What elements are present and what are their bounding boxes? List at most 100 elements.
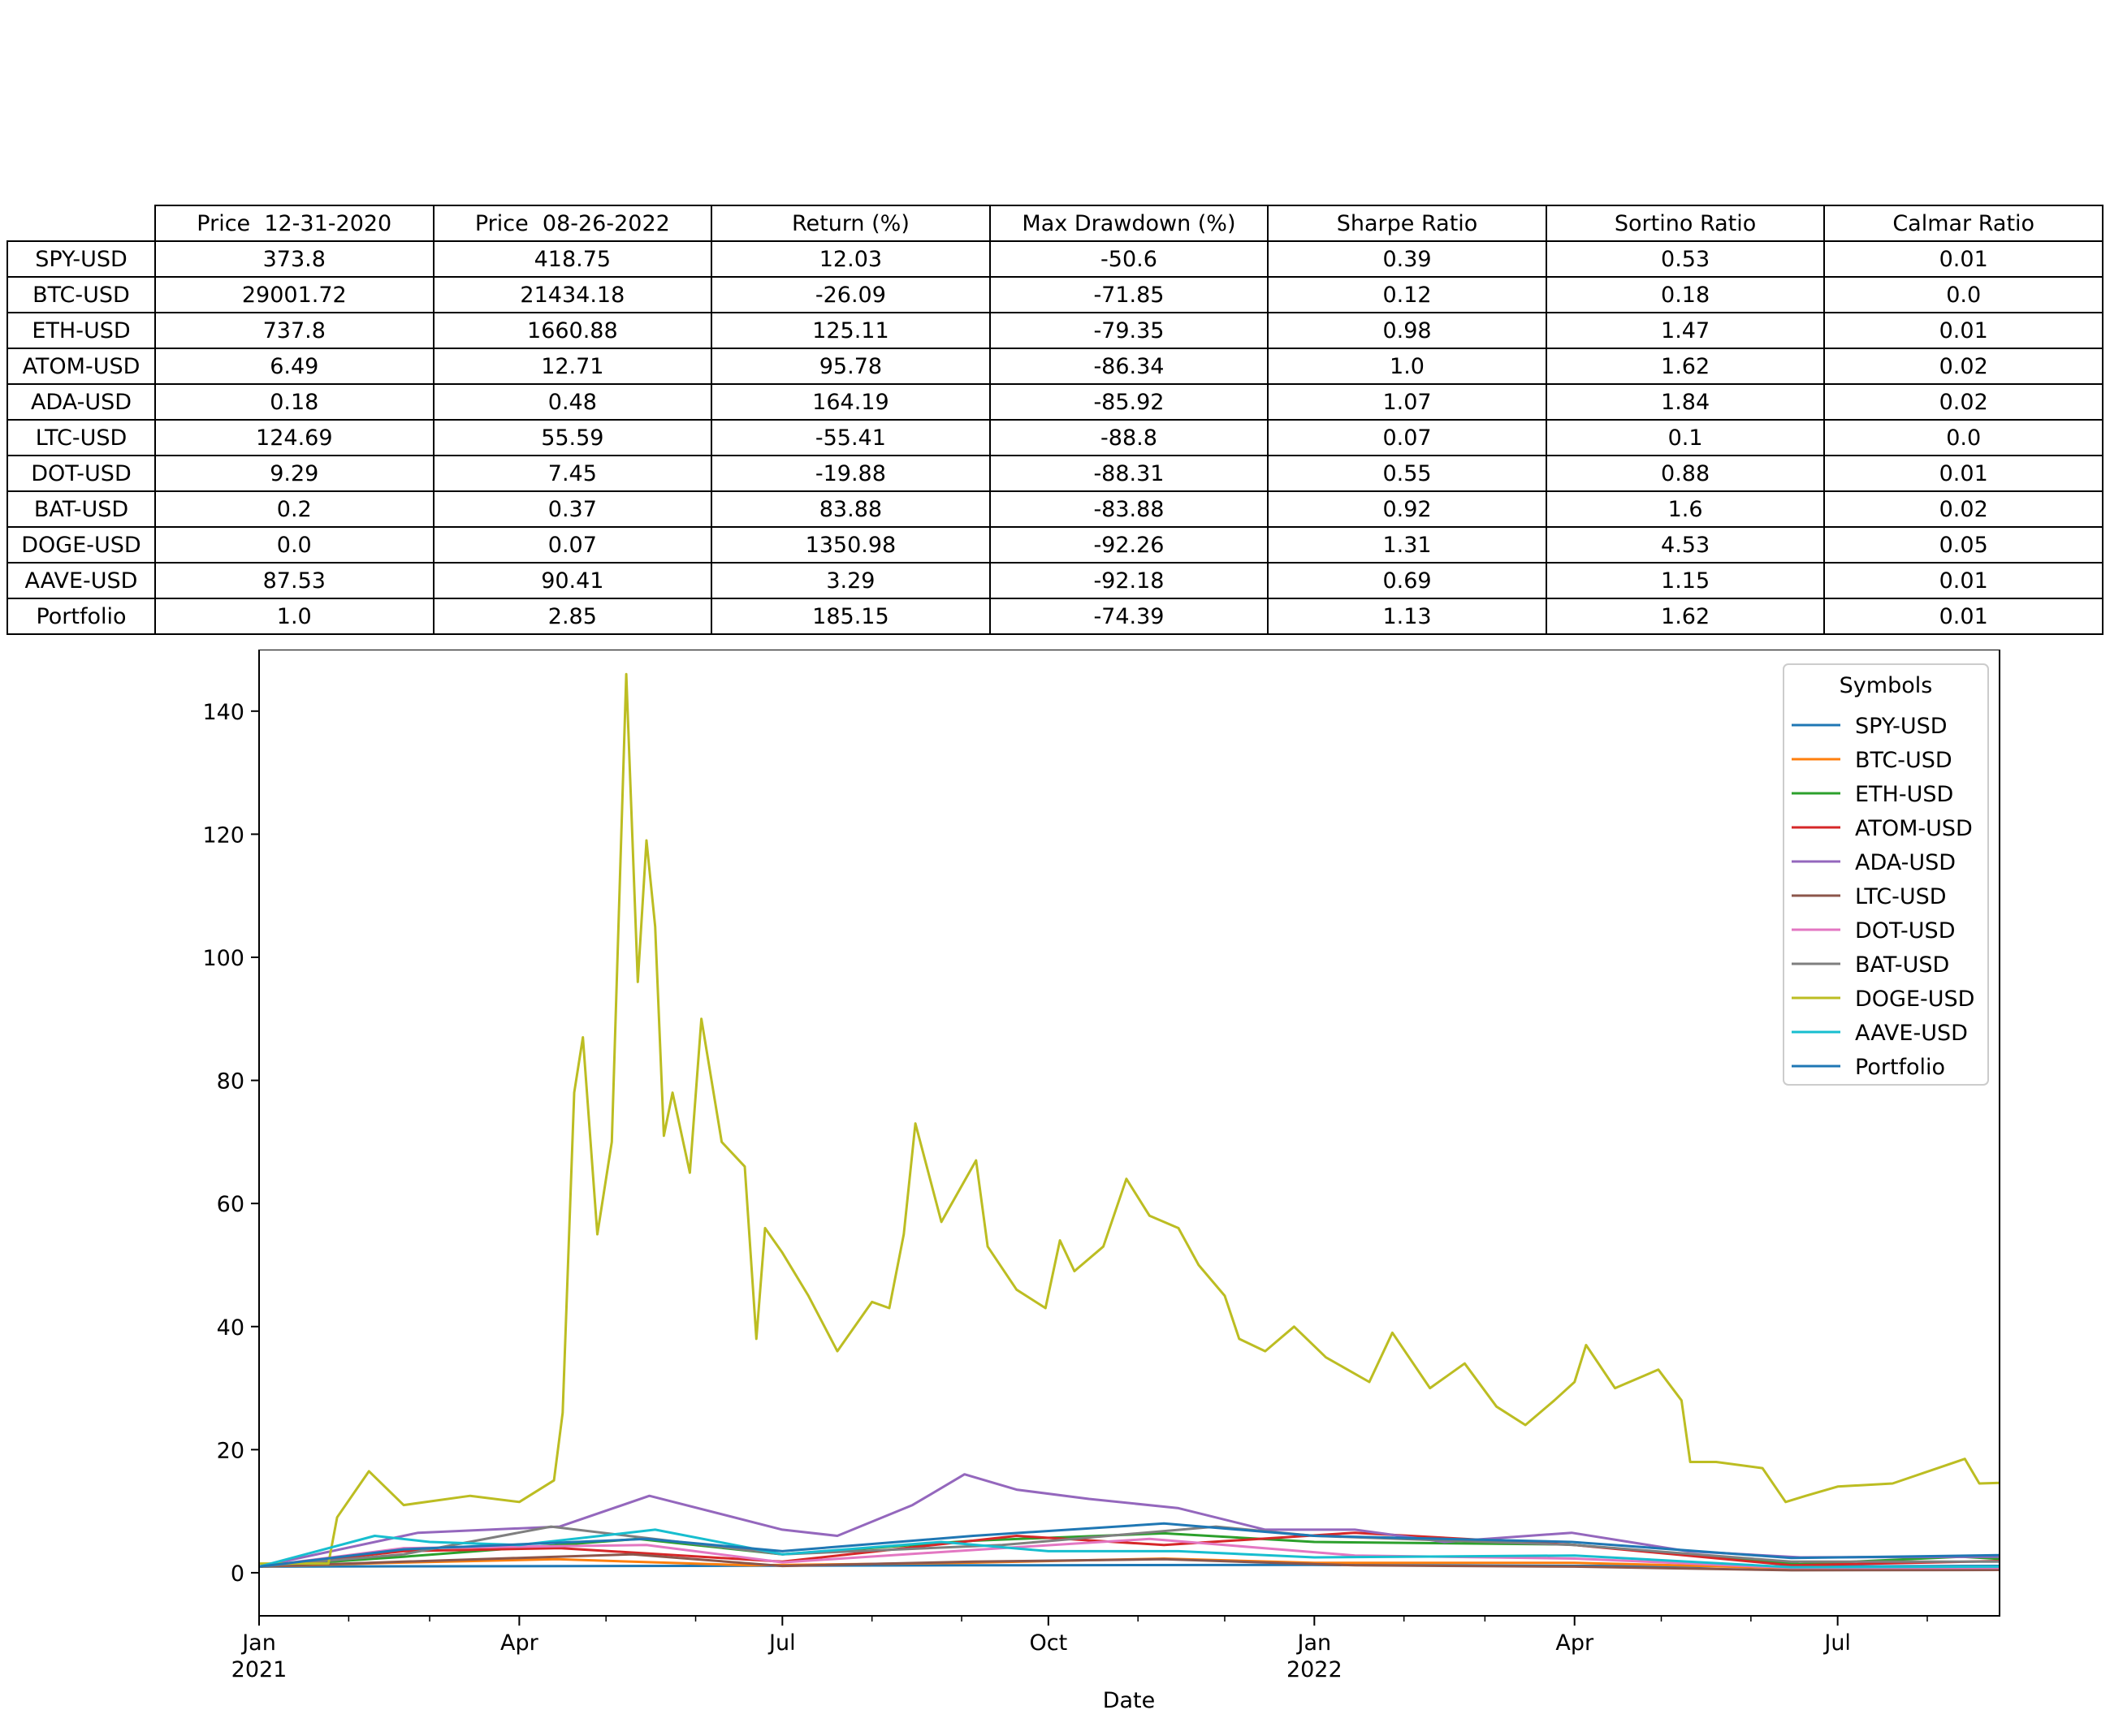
table-cell: -86.34: [988, 348, 1269, 385]
legend-label: DOGE-USD: [1855, 987, 1974, 1012]
table-cell: 1.15: [1545, 562, 1826, 599]
table-cell: 0.53: [1545, 240, 1826, 278]
table-cell: 3.29: [711, 562, 991, 599]
table-cell: 7.45: [432, 455, 713, 492]
table-cell: 0.48: [432, 383, 713, 421]
table-cell: 1.0: [154, 598, 435, 635]
legend-label: Portfolio: [1855, 1055, 1945, 1080]
table-cell: 0.0: [1823, 419, 2104, 456]
table-cell: 1.6: [1545, 490, 1826, 528]
table-cell: 0.01: [1823, 562, 2104, 599]
column-header: Sharpe Ratio: [1267, 205, 1547, 242]
table-cell: 0.18: [154, 383, 435, 421]
table-row: Portfolio 1.0 2.85 185.15 -74.39 1.13 1.62 0.01: [6, 598, 2104, 635]
table-cell: 1.62: [1545, 598, 1826, 635]
legend-label: BAT-USD: [1855, 952, 1949, 978]
table-cell: 0.12: [1267, 276, 1547, 313]
table-cell: 1.07: [1267, 383, 1547, 421]
legend-label: ATOM-USD: [1855, 816, 1973, 841]
y-tick-label: 60: [217, 1192, 244, 1217]
row-label: BAT-USD: [6, 490, 156, 528]
table-cell: 21434.18: [432, 276, 713, 313]
table-cell: -88.31: [988, 455, 1269, 492]
x-tick-year-label: 2021: [231, 1657, 288, 1682]
legend-label: LTC-USD: [1855, 884, 1947, 909]
series-line-dot-usd: [258, 1537, 2000, 1570]
row-label: BTC-USD: [6, 276, 156, 313]
series-line-portfolio: [258, 1522, 2000, 1568]
x-tick-year-label: 2022: [1286, 1657, 1343, 1682]
row-label: LTC-USD: [6, 419, 156, 456]
series-line-ada-usd: [258, 1473, 2000, 1568]
table-cell: 164.19: [711, 383, 991, 421]
row-label: ADA-USD: [6, 383, 156, 421]
table-cell: 95.78: [711, 348, 991, 385]
legend-label: AAVE-USD: [1855, 1021, 1968, 1046]
series-line-bat-usd: [258, 1525, 2000, 1568]
row-label: SPY-USD: [6, 240, 156, 278]
table-cell: -79.35: [988, 312, 1269, 349]
table-cell: 0.02: [1823, 383, 2104, 421]
table-cell: -50.6: [988, 240, 1269, 278]
table-cell: 737.8: [154, 312, 435, 349]
y-tick-label: 80: [217, 1069, 244, 1095]
row-label: AAVE-USD: [6, 562, 156, 599]
table-cell: 124.69: [154, 419, 435, 456]
row-label: ETH-USD: [6, 312, 156, 349]
table-cell: 0.02: [1823, 348, 2104, 385]
column-header: Max Drawdown (%): [988, 205, 1269, 242]
table-row: DOGE-USD 0.0 0.07 1350.98 -92.26 1.31 4.53 0.05: [6, 526, 2104, 564]
row-label: Portfolio: [6, 598, 156, 635]
x-tick-label: Jul: [1822, 1630, 1851, 1656]
x-tick-label: Jan: [240, 1630, 276, 1656]
table-cell: 0.69: [1267, 562, 1547, 599]
table-cell: -74.39: [988, 598, 1269, 635]
table-cell: -83.88: [988, 490, 1269, 528]
table-cell: -55.41: [711, 419, 991, 456]
table-cell: 0.88: [1545, 455, 1826, 492]
column-header: Calmar Ratio: [1823, 205, 2104, 242]
table-row: ADA-USD 0.18 0.48 164.19 -85.92 1.07 1.84 0.02: [6, 383, 2104, 421]
series-line-aave-usd: [258, 1528, 2000, 1569]
table-row: AAVE-USD 87.53 90.41 3.29 -92.18 0.69 1.15 0.01: [6, 562, 2104, 599]
legend-label: BTC-USD: [1855, 748, 1952, 773]
legend-box: [1783, 663, 1989, 1086]
y-tick-label: 120: [202, 823, 244, 848]
table-cell: 87.53: [154, 562, 435, 599]
table-cell: 2.85: [432, 598, 713, 635]
table-cell: 185.15: [711, 598, 991, 635]
table-cell: 1.84: [1545, 383, 1826, 421]
table-row: BTC-USD 29001.72 21434.18 -26.09 -71.85 0.12 0…: [6, 276, 2104, 313]
table-cell: 1350.98: [711, 526, 991, 564]
table-cell: 0.01: [1823, 455, 2104, 492]
table-cell: 90.41: [432, 562, 713, 599]
legend-label: ETH-USD: [1855, 782, 1953, 807]
table-cell: 1.31: [1267, 526, 1547, 564]
column-header: Return (%): [711, 205, 991, 242]
x-tick-label: Jul: [767, 1630, 796, 1656]
y-tick-label: 140: [202, 700, 244, 725]
table-cell: 0.07: [1267, 419, 1547, 456]
table-cell: 0.18: [1545, 276, 1826, 313]
table-cell: 0.01: [1823, 312, 2104, 349]
table-cell: 0.01: [1823, 240, 2104, 278]
table-cell: 1.13: [1267, 598, 1547, 635]
table-cell: 55.59: [432, 419, 713, 456]
table-cell: 1.62: [1545, 348, 1826, 385]
table-cell: 418.75: [432, 240, 713, 278]
table-cell: 1660.88: [432, 312, 713, 349]
table-cell: 29001.72: [154, 276, 435, 313]
legend: Symbols SPY-USD BTC-USD ETH-USD ATOM-USD ADA-…: [1783, 663, 1989, 1086]
x-axis-label: Date: [1103, 1688, 1156, 1713]
table-cell: 83.88: [711, 490, 991, 528]
table-cell: 0.05: [1823, 526, 2104, 564]
table-cell: -92.26: [988, 526, 1269, 564]
table-cell: 125.11: [711, 312, 991, 349]
table-cell: 0.2: [154, 490, 435, 528]
table-cell: -71.85: [988, 276, 1269, 313]
y-tick-label: 100: [202, 946, 244, 971]
column-header: Price 12-31-2020: [154, 205, 435, 242]
table-cell: -26.09: [711, 276, 991, 313]
